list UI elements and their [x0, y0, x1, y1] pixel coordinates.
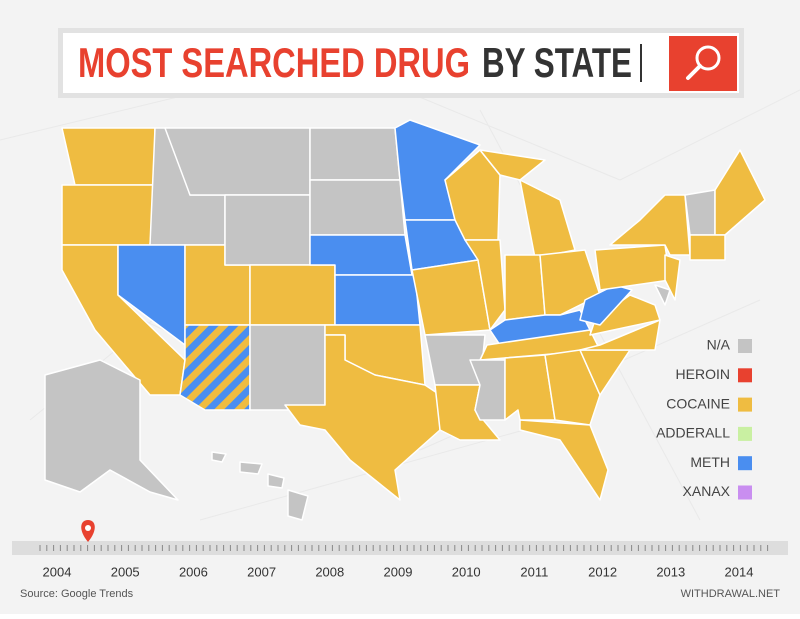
state — [504, 254, 546, 321]
source: Source: Google Trends — [20, 588, 134, 600]
state — [609, 194, 691, 256]
legend-swatch — [738, 397, 752, 412]
legend-swatch — [738, 368, 752, 383]
legend-swatch — [738, 456, 752, 471]
state — [287, 489, 309, 521]
year-label: 2013 — [656, 564, 685, 579]
legend-label: COCAINE — [666, 395, 730, 411]
state — [249, 264, 336, 326]
state — [239, 461, 263, 475]
legend-label: XANAX — [683, 483, 731, 499]
state — [579, 319, 661, 351]
year-label: 2012 — [588, 564, 617, 579]
state — [654, 284, 671, 306]
us-map — [44, 119, 766, 521]
title-rest: BY STATE — [482, 39, 632, 86]
state — [544, 349, 601, 426]
year-label: 2006 — [179, 564, 208, 579]
site: WITHDRAWAL.NET — [681, 588, 781, 600]
state — [664, 254, 681, 301]
year-label: 2010 — [452, 564, 481, 579]
legend-label: ADDERALL — [656, 425, 730, 441]
state — [44, 359, 179, 501]
legend-label: N/A — [707, 337, 731, 353]
state — [267, 473, 285, 489]
state — [714, 149, 766, 236]
state — [334, 274, 421, 326]
year-label: 2008 — [315, 564, 344, 579]
year-label: 2009 — [384, 564, 413, 579]
state — [519, 179, 576, 259]
year-label: 2011 — [520, 564, 548, 579]
year-label: 2005 — [111, 564, 140, 579]
legend-swatch — [738, 485, 752, 500]
state — [224, 194, 311, 266]
year-label: 2004 — [43, 564, 72, 579]
state — [309, 127, 401, 181]
search-icon — [686, 64, 702, 80]
state-tie — [179, 324, 251, 411]
legend-swatch — [738, 339, 752, 353]
legend-swatch — [738, 426, 752, 441]
state — [164, 127, 311, 196]
legend-label: HEROIN — [676, 366, 730, 382]
state — [519, 419, 609, 501]
year-label: 2014 — [725, 564, 754, 579]
state — [539, 249, 601, 316]
state — [61, 127, 156, 186]
year-label: 2007 — [247, 564, 276, 579]
state — [684, 189, 716, 236]
state — [61, 184, 156, 246]
timeline-pin-dot — [85, 525, 91, 531]
state — [211, 451, 227, 463]
search-icon — [695, 45, 721, 71]
title-highlight: MOST SEARCHED DRUG — [78, 39, 470, 86]
state — [309, 179, 406, 236]
state — [464, 239, 506, 331]
state — [689, 234, 726, 261]
legend: N/A HEROIN COCAINE ADDERALL METH XANAX — [656, 337, 752, 500]
timeline: 2004 2005 2006 2007 2008 2009 2010 2011 2012 2013… — [12, 520, 788, 579]
search-button[interactable] — [669, 36, 737, 91]
legend-label: METH — [690, 454, 730, 470]
search-bar — [63, 33, 739, 93]
state — [249, 324, 326, 411]
state — [411, 259, 491, 336]
